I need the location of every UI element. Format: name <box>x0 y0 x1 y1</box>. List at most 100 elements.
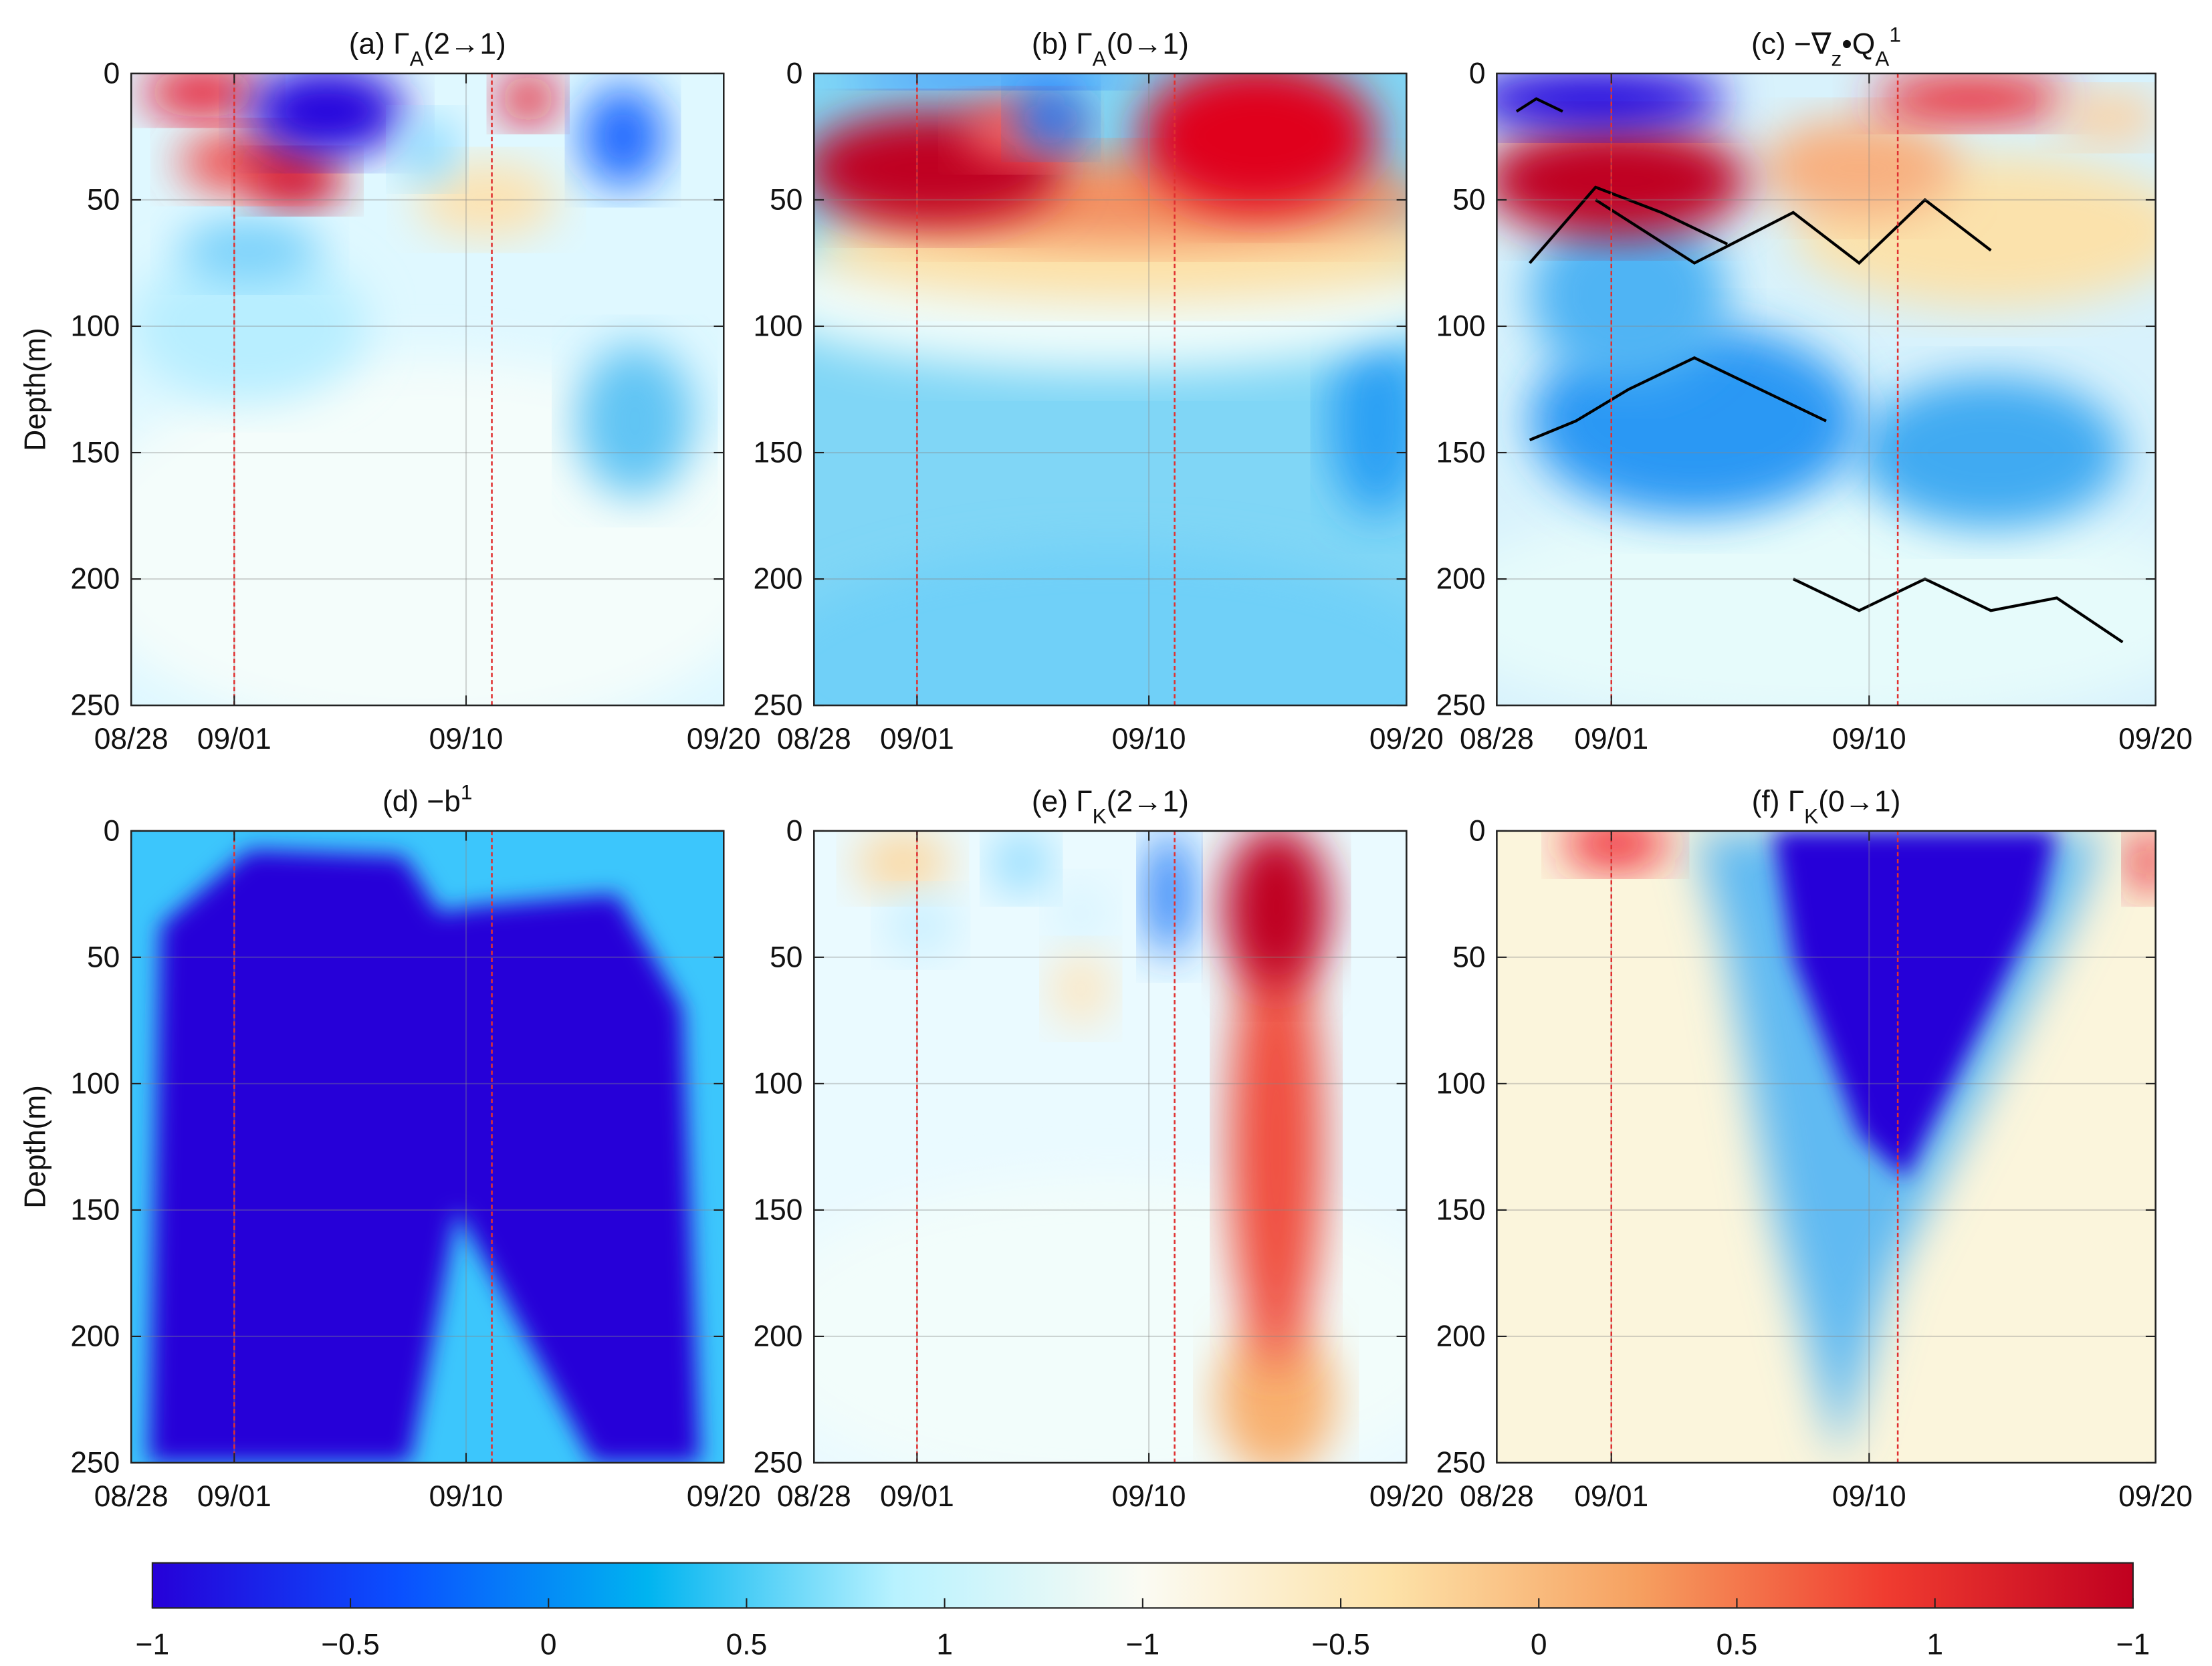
title-part: A <box>1093 46 1107 70</box>
panel-title: (f) ΓK(0→1) <box>1752 785 1901 828</box>
field-blob <box>179 219 321 282</box>
panel-title: (a) ΓA(2→1) <box>349 27 506 70</box>
y-tick-label: 150 <box>70 437 120 469</box>
field-blob <box>575 345 694 497</box>
colorbar-tick-label: −1 <box>2116 1629 2150 1661</box>
x-tick-label: 09/20 <box>1369 723 1444 755</box>
title-part: (2→1) <box>424 27 506 60</box>
y-tick-label: 200 <box>753 1320 802 1352</box>
flux-vector <box>1792 577 2124 644</box>
colorbar-tick-label: 0 <box>1531 1629 1547 1661</box>
y-tick-label: 50 <box>1452 183 1485 216</box>
y-tick-label: 250 <box>70 1446 120 1479</box>
field-blob <box>1562 830 1668 869</box>
title-part: (a) Γ <box>349 27 410 60</box>
field-blob <box>1773 830 2057 1179</box>
x-tick-label: 09/01 <box>1574 723 1648 755</box>
x-tick-label: 09/10 <box>1112 723 1186 755</box>
y-tick-label: 50 <box>770 941 802 973</box>
colorbar-tick-label: 1 <box>1926 1629 1943 1661</box>
flux-vector <box>1529 185 1729 264</box>
colorbar-tick-label: 0.5 <box>726 1629 768 1661</box>
y-tick-label: 100 <box>753 310 802 342</box>
x-tick-label: 09/10 <box>1832 1480 1906 1513</box>
x-tick-label: 09/01 <box>197 723 271 755</box>
title-part: (c) −∇ <box>1751 27 1832 60</box>
y-tick-label: 250 <box>753 1446 802 1479</box>
y-tick-label: 250 <box>1436 689 1486 722</box>
title-part: (0→1) <box>1107 27 1189 60</box>
heatmap-field <box>131 73 724 706</box>
colorbar-tick-label: −0.5 <box>1311 1629 1369 1661</box>
field-blob <box>131 358 724 706</box>
heatmap-field <box>1497 73 2156 706</box>
field-blob <box>148 850 700 1463</box>
field-blob <box>2129 830 2156 895</box>
x-tick-label: 09/01 <box>1574 1480 1648 1513</box>
y-tick-label: 250 <box>70 689 120 722</box>
field-blob <box>415 162 558 238</box>
colorbar-tick-label: 0.5 <box>1717 1629 1758 1661</box>
field-blob <box>992 830 1051 895</box>
x-tick-label: 09/20 <box>2118 1480 2193 1513</box>
title-part: •Q <box>1842 27 1875 60</box>
y-tick-label: 150 <box>1436 1193 1486 1226</box>
x-tick-label: 09/10 <box>1832 723 1906 755</box>
x-tick-label: 09/01 <box>880 723 954 755</box>
field-blob <box>1015 86 1087 150</box>
title-part: (2→1) <box>1107 785 1189 818</box>
flux-vector <box>1595 198 1992 265</box>
colorbar-tick-label: 0 <box>540 1629 557 1661</box>
y-tick-label: 150 <box>70 1193 120 1226</box>
y-tick-label: 150 <box>753 1193 802 1226</box>
field-blob <box>814 547 1407 706</box>
y-tick-label: 0 <box>104 814 120 847</box>
y-tick-label: 250 <box>753 689 802 722</box>
field-blob <box>1329 326 1407 516</box>
title-part: (e) Γ <box>1032 785 1093 818</box>
y-tick-label: 0 <box>786 814 803 847</box>
x-tick-label: 09/10 <box>429 1480 504 1513</box>
title-part: A <box>1875 46 1890 70</box>
field-blob <box>131 250 368 402</box>
title-part: K <box>1804 804 1818 828</box>
y-tick-label: 150 <box>1436 437 1486 469</box>
panel-title: (e) ΓK(2→1) <box>1032 785 1189 828</box>
field-blob <box>1145 830 1194 957</box>
axes-frame <box>130 72 725 707</box>
field-blob <box>249 73 404 156</box>
field-blob <box>1222 830 1330 989</box>
heatmap-field <box>814 73 1407 706</box>
x-tick-label: 09/01 <box>197 1480 271 1513</box>
axes-frame <box>130 830 725 1464</box>
field-blob <box>2056 92 2156 143</box>
y-axis-label: Depth(m) <box>19 328 52 451</box>
y-tick-label: 200 <box>1436 563 1486 596</box>
x-tick-label: 09/01 <box>880 1480 954 1513</box>
field-blob <box>581 86 665 188</box>
y-tick-label: 0 <box>1469 57 1486 90</box>
y-tick-label: 50 <box>770 183 802 216</box>
axes-frame <box>1496 72 2156 707</box>
axes-frame <box>1496 830 2156 1464</box>
y-tick-label: 100 <box>753 1067 802 1100</box>
field-blob <box>1050 881 1111 945</box>
flux-vector <box>1515 97 1563 113</box>
y-tick-label: 0 <box>1469 814 1486 847</box>
x-tick-label: 08/28 <box>777 723 851 755</box>
field-blob <box>1497 124 1747 238</box>
panel-title: (c) −∇z•QA1 <box>1751 22 1901 70</box>
x-tick-label: 08/28 <box>94 723 169 755</box>
y-tick-label: 100 <box>70 1067 120 1100</box>
y-tick-label: 50 <box>1452 941 1485 973</box>
panel-title: (b) ΓA(0→1) <box>1032 27 1189 70</box>
y-tick-label: 0 <box>786 57 803 90</box>
y-tick-label: 50 <box>87 183 120 216</box>
title-part: A <box>410 46 425 70</box>
y-tick-label: 100 <box>1436 310 1486 342</box>
